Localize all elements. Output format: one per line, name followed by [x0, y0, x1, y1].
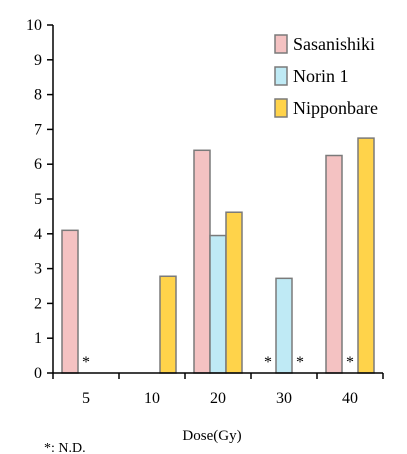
y-tick-label: 10	[26, 17, 42, 34]
x-tick-label: 20	[210, 390, 226, 407]
y-tick-label: 1	[34, 330, 42, 347]
bar-norin-1-30	[275, 277, 293, 374]
y-tick-label: 2	[34, 295, 42, 312]
y-tick-label: 6	[34, 156, 42, 173]
legend-swatch-sasanishiki	[274, 34, 288, 54]
legend-swatch-nipponbare	[274, 98, 288, 118]
y-tick-label: 5	[34, 191, 42, 208]
legend-swatch-norin-1	[274, 66, 288, 86]
y-tick-label: 0	[34, 365, 42, 382]
bars	[61, 137, 375, 374]
not-detected-markers: * * * *	[82, 354, 354, 371]
footnote: *: N.D.	[44, 441, 86, 454]
bar-nipponbare-10	[159, 275, 177, 374]
y-tick-label: 4	[34, 226, 42, 243]
y-tick-label: 8	[34, 87, 42, 104]
bar-sasanishiki-20	[193, 149, 211, 374]
bar-sasanishiki-40	[325, 154, 343, 374]
not-detected-marker: *	[346, 354, 354, 371]
x-tick-label: 40	[342, 390, 358, 407]
bar-nipponbare-40	[357, 137, 375, 374]
not-detected-marker: *	[82, 354, 90, 371]
x-tick-label: 10	[144, 390, 160, 407]
legend: Sasanishiki Norin 1 Nipponbare	[274, 34, 378, 118]
x-axis-title: Dose(Gy)	[182, 428, 241, 444]
y-tick-label: 3	[34, 261, 42, 278]
not-detected-marker: *	[296, 354, 304, 371]
legend-label: Sasanishiki	[293, 34, 375, 54]
x-tick-label: 5	[82, 390, 90, 407]
bar-sasanishiki-5	[61, 229, 79, 374]
y-axis: 0 1 2 3 4 5 6 7 8 9 10	[26, 17, 54, 382]
legend-label: Nipponbare	[293, 98, 378, 118]
bar-nipponbare-20	[225, 211, 243, 374]
x-tick-label: 30	[276, 390, 292, 407]
bar-norin-1-20	[209, 234, 227, 374]
not-detected-marker: *	[264, 354, 272, 371]
y-tick-label: 9	[34, 52, 42, 69]
y-tick-label: 7	[34, 121, 42, 138]
legend-label: Norin 1	[293, 66, 349, 86]
x-axis: 5 10 20 30 40	[52, 372, 384, 407]
